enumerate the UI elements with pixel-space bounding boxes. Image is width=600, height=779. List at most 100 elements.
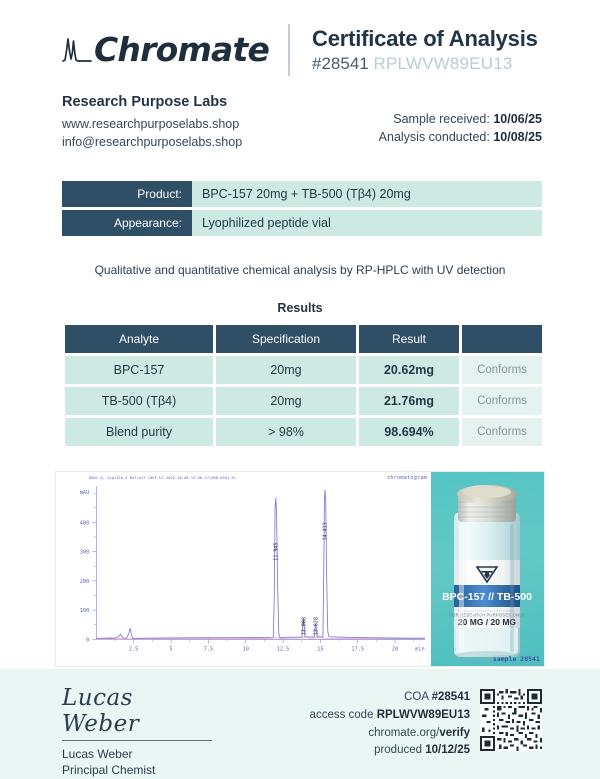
table-row: TB-500 (Tβ4) 20mg 21.76mg Conforms (65, 387, 542, 416)
verification-lines: COA #28541 access code RPLWVW89EU13 chro… (310, 689, 470, 760)
vial-label-product: BPC-157 // TB-500 (442, 591, 532, 603)
appearance-label: Appearance: (62, 210, 192, 237)
vial-illustration: BPC-157 // TB-500 FOR RESEARCH PURPOSES … (442, 485, 532, 662)
svg-text:20: 20 (392, 647, 398, 653)
product-info-table: Product: BPC-157 20mg + TB-500 (Tβ4) 20m… (62, 178, 542, 239)
page-header: Chromate Certificate of Analysis #28541 … (0, 0, 600, 76)
col-specification: Specification (216, 325, 356, 354)
product-value: BPC-157 20mg + TB-500 (Tβ4) 20mg (192, 181, 542, 208)
chromatogram-panel: DAD1 A, Sig=220,4 Ref=off (DEF_LC 2025-1… (55, 471, 545, 668)
method-description: Qualitative and quantitative chemical an… (94, 263, 506, 278)
svg-text:14.413: 14.413 (323, 523, 329, 541)
footer-verify-domain: chromate.org/ (368, 726, 440, 739)
footer-access-label: access code (309, 708, 374, 721)
triangle-shield-icon (475, 566, 499, 584)
brand-name: Chromate (94, 29, 270, 69)
header-divider (288, 24, 290, 76)
company-email[interactable]: info@researchpurposelabs.shop (62, 135, 243, 150)
footer-coa-line: COA #28541 (310, 689, 470, 707)
svg-text:300: 300 (80, 550, 89, 556)
table-row: Appearance: Lyophilized peptide vial (62, 210, 542, 237)
chromatogram-tag: chromatogram (387, 475, 427, 482)
svg-text:200: 200 (80, 579, 89, 585)
cell-specification: 20mg (216, 356, 356, 385)
footer-verify-path: verify (439, 726, 470, 739)
footer-coa-value: #28541 (431, 691, 470, 703)
sample-vial-image: BPC-157 // TB-500 FOR RESEARCH PURPOSES … (431, 472, 544, 667)
svg-text:2.5: 2.5 (129, 647, 138, 653)
chromatogram-peaks-icon (62, 31, 92, 70)
svg-text:15: 15 (317, 647, 323, 653)
footer-access-value: RPLWVW89EU13 (376, 708, 470, 721)
footer-produced-value: 10/12/25 (425, 744, 470, 757)
cell-analyte: BPC-157 (65, 356, 213, 385)
chromatogram-svg: 0 100 200 300 400 mAU (80, 486, 425, 653)
sample-dates: Sample received: 10/06/25 Analysis condu… (379, 110, 542, 146)
table-row: Blend purity > 98% 98.694% Conforms (65, 418, 542, 447)
cell-result: 20.62mg (359, 356, 459, 385)
chromatogram-header: DAD1 A, Sig=220,4 Ref=off (DEF_LC 2025-1… (89, 475, 427, 481)
svg-text:mAU: mAU (80, 490, 89, 496)
signature-block: Lucas Weber Lucas Weber Principal Chemis… (62, 685, 212, 779)
chromatogram-plot: DAD1 A, Sig=220,4 Ref=off (DEF_LC 2025-1… (56, 472, 431, 667)
svg-text:10: 10 (243, 647, 249, 653)
footer-produced-line: produced 10/12/25 (310, 742, 470, 760)
analysis-conducted-value: 10/08/25 (493, 130, 542, 145)
appearance-value: Lyophilized peptide vial (192, 210, 542, 237)
svg-text:13.828: 13.828 (314, 617, 320, 635)
svg-text:12.5: 12.5 (277, 647, 290, 653)
sample-received-label: Sample received: (393, 112, 490, 126)
status-badge: Conforms (462, 387, 542, 416)
signer-name: Lucas Weber (62, 746, 133, 761)
col-status (462, 325, 542, 354)
coa-number: #28541 (312, 53, 369, 73)
cell-result: 21.76mg (359, 387, 459, 416)
company-details: Research Purpose Labs www.researchpurpos… (62, 92, 242, 151)
cell-specification: > 98% (216, 418, 356, 447)
company-website[interactable]: www.researchpurposelabs.shop (62, 117, 240, 132)
cell-result: 98.694% (359, 418, 459, 447)
sample-received-row: Sample received: 10/06/25 (379, 110, 542, 128)
svg-text:17.5: 17.5 (351, 647, 364, 653)
page-title: Certificate of Analysis (312, 26, 538, 52)
coa-identifiers: #28541 RPLWVW89EU13 (312, 53, 538, 74)
results-table: Analyte Specification Result BPC-157 20m… (62, 322, 545, 449)
qr-code-icon[interactable] (480, 689, 542, 751)
signature-image: Lucas Weber (62, 685, 212, 741)
analysis-conducted-row: Analysis conducted: 10/08/25 (379, 128, 542, 146)
sample-received-value: 10/06/25 (493, 112, 542, 126)
vial-label-dose: 20 MG / 20 MG (458, 617, 516, 627)
coa-access-code: RPLWVW89EU13 (373, 53, 513, 73)
signer-role: Principal Chemist (62, 762, 156, 777)
svg-text:13.008: 13.008 (301, 617, 307, 635)
table-row: BPC-157 20mg 20.62mg Conforms (65, 356, 542, 385)
header-titles: Certificate of Analysis #28541 RPLWVW89E… (312, 26, 538, 74)
svg-text:100: 100 (80, 608, 89, 614)
svg-text:min: min (415, 647, 424, 653)
svg-text:5: 5 (169, 647, 172, 653)
footer-coa-label: COA (404, 691, 429, 703)
table-row: Product: BPC-157 20mg + TB-500 (Tβ4) 20m… (62, 181, 542, 208)
svg-text:7.5: 7.5 (204, 647, 213, 653)
footer-verify-line[interactable]: chromate.org/verify (310, 725, 470, 743)
cell-analyte: TB-500 (Tβ4) (65, 387, 213, 416)
analysis-conducted-label: Analysis conducted: (378, 130, 490, 145)
company-block: Research Purpose Labs www.researchpurpos… (0, 74, 600, 151)
brand-lockup: Chromate (62, 29, 284, 70)
company-name: Research Purpose Labs (62, 94, 228, 110)
product-label: Product: (62, 181, 192, 208)
chromatogram-meta: DAD1 A, Sig=220,4 Ref=off (DEF_LC 2025-1… (89, 476, 237, 481)
cell-analyte: Blend purity (65, 418, 213, 447)
page-footer: Lucas Weber Lucas Weber Principal Chemis… (0, 669, 600, 779)
col-analyte: Analyte (65, 325, 213, 354)
status-badge: Conforms (462, 356, 542, 385)
footer-access-line: access code RPLWVW89EU13 (310, 707, 470, 725)
svg-text:0: 0 (86, 638, 89, 644)
vial-caption: sample 28541 (493, 656, 540, 664)
status-badge: Conforms (462, 418, 542, 447)
cell-specification: 20mg (216, 387, 356, 416)
results-title: Results (277, 301, 323, 316)
footer-produced-label: produced (374, 744, 423, 757)
col-result: Result (359, 325, 459, 354)
